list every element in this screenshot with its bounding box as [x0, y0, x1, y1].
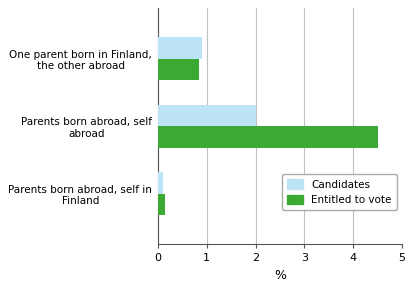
X-axis label: %: %	[273, 269, 285, 282]
Bar	[157, 37, 201, 59]
Bar	[157, 105, 255, 126]
Legend: Candidates, Entitled to vote: Candidates, Entitled to vote	[282, 174, 396, 210]
Bar	[157, 59, 199, 80]
Bar	[157, 193, 165, 215]
Bar	[157, 172, 162, 193]
Bar	[157, 126, 377, 148]
